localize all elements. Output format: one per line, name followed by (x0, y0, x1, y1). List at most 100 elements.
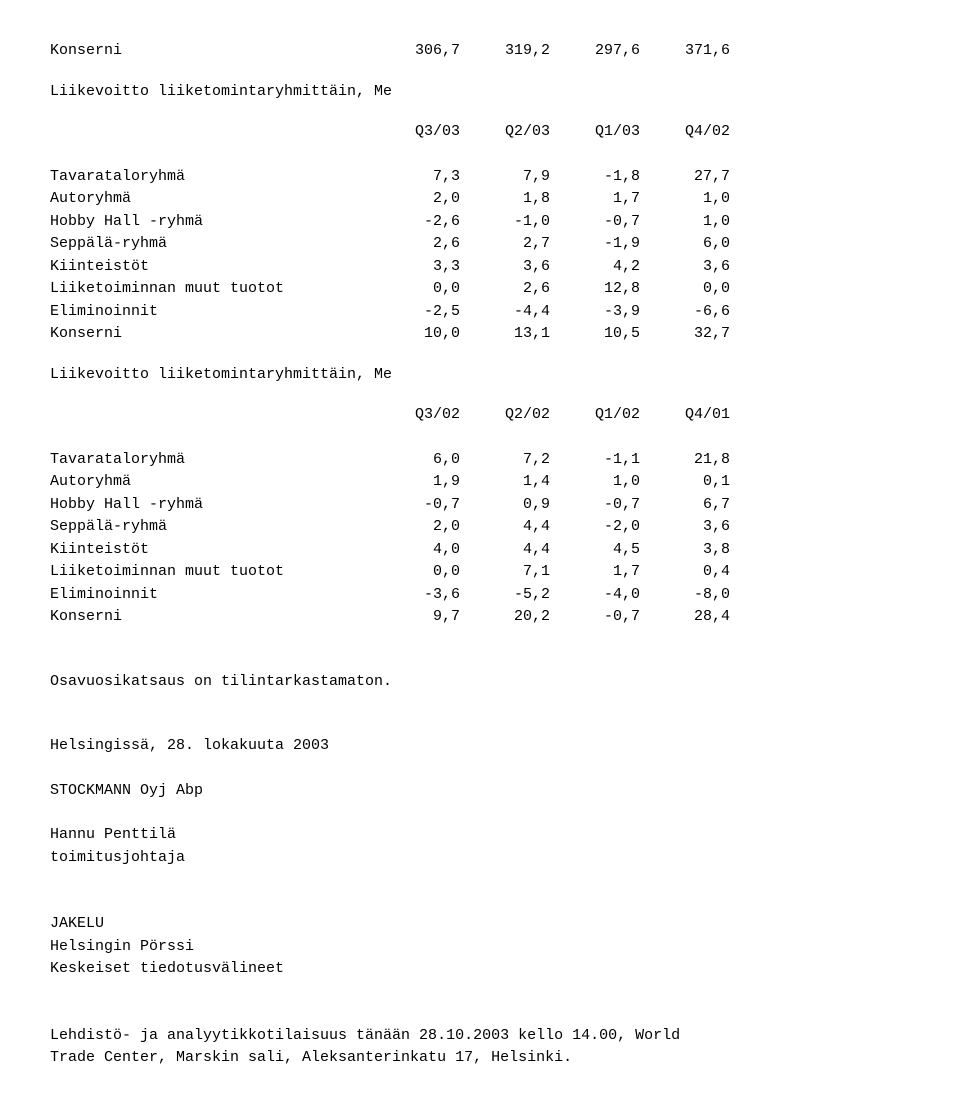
paragraph: JAKELU (50, 913, 910, 936)
paragraph: Osavuosikatsaus on tilintarkastamaton. (50, 671, 910, 694)
table-row: Konserni 306,7 319,2 297,6 371,6 (50, 40, 910, 63)
table-row: Autoryhmä2,01,81,71,0 (50, 188, 910, 211)
table-row: Seppälä-ryhmä2,04,4-2,03,6 (50, 516, 910, 539)
row-label: Tavarataloryhmä (50, 166, 370, 189)
cell: 371,6 (640, 40, 730, 63)
paragraph: toimitusjohtaja (50, 847, 910, 870)
cell: 4,4 (460, 516, 550, 539)
row-label: Konserni (50, 323, 370, 346)
cell: -4,0 (550, 584, 640, 607)
col-header: Q3/02 (370, 404, 460, 427)
cell: 27,7 (640, 166, 730, 189)
cell: 3,6 (640, 516, 730, 539)
cell: 2,7 (460, 233, 550, 256)
cell: 7,2 (460, 449, 550, 472)
col-header: Q2/03 (460, 121, 550, 144)
cell: 1,4 (460, 471, 550, 494)
cell: 6,7 (640, 494, 730, 517)
cell: 1,9 (370, 471, 460, 494)
cell: 1,0 (550, 471, 640, 494)
cell: -0,7 (550, 606, 640, 629)
row-label: Eliminoinnit (50, 584, 370, 607)
cell: -2,5 (370, 301, 460, 324)
cell: -2,0 (550, 516, 640, 539)
table-row: Eliminoinnit-2,5-4,4-3,9-6,6 (50, 301, 910, 324)
cell: -0,7 (550, 494, 640, 517)
cell: 21,8 (640, 449, 730, 472)
cell: 2,6 (460, 278, 550, 301)
row-label: Hobby Hall -ryhmä (50, 211, 370, 234)
paragraph: Keskeiset tiedotusvälineet (50, 958, 910, 981)
section-title: Liikevoitto liiketomintaryhmittäin, Me (50, 364, 910, 387)
row-label (50, 121, 370, 144)
table-row: Liiketoiminnan muut tuotot0,02,612,80,0 (50, 278, 910, 301)
cell: 1,0 (640, 188, 730, 211)
cell: 2,0 (370, 516, 460, 539)
row-label: Eliminoinnit (50, 301, 370, 324)
row-label: Liiketoiminnan muut tuotot (50, 278, 370, 301)
table-row: Seppälä-ryhmä2,62,7-1,96,0 (50, 233, 910, 256)
cell: -0,7 (370, 494, 460, 517)
cell: 10,0 (370, 323, 460, 346)
cell: 10,5 (550, 323, 640, 346)
cell: 1,7 (550, 188, 640, 211)
cell: 12,8 (550, 278, 640, 301)
row-label: Autoryhmä (50, 188, 370, 211)
cell: 0,0 (640, 278, 730, 301)
table-row: Kiinteistöt3,33,64,23,6 (50, 256, 910, 279)
row-label: Konserni (50, 606, 370, 629)
col-header: Q3/03 (370, 121, 460, 144)
col-header: Q1/02 (550, 404, 640, 427)
cell: -0,7 (550, 211, 640, 234)
row-label: Seppälä-ryhmä (50, 233, 370, 256)
cell: -1,1 (550, 449, 640, 472)
row-label: Hobby Hall -ryhmä (50, 494, 370, 517)
cell: 0,4 (640, 561, 730, 584)
paragraph: Helsingissä, 28. lokakuuta 2003 (50, 735, 910, 758)
cell: 0,0 (370, 561, 460, 584)
row-label: Kiinteistöt (50, 539, 370, 562)
paragraph: Helsingin Pörssi (50, 936, 910, 959)
row-label (50, 404, 370, 427)
paragraph: STOCKMANN Oyj Abp (50, 780, 910, 803)
row-label: Tavarataloryhmä (50, 449, 370, 472)
row-label: Autoryhmä (50, 471, 370, 494)
table-row: Hobby Hall -ryhmä-2,6-1,0-0,71,0 (50, 211, 910, 234)
cell: 0,1 (640, 471, 730, 494)
cell: 3,6 (640, 256, 730, 279)
table-row: Konserni10,013,110,532,7 (50, 323, 910, 346)
table-row: Konserni9,720,2-0,728,4 (50, 606, 910, 629)
cell: -6,6 (640, 301, 730, 324)
col-header: Q1/03 (550, 121, 640, 144)
cell: -1,8 (550, 166, 640, 189)
cell: 0,9 (460, 494, 550, 517)
table-row: Eliminoinnit-3,6-5,2-4,0-8,0 (50, 584, 910, 607)
table-row: Hobby Hall -ryhmä-0,70,9-0,76,7 (50, 494, 910, 517)
row-label: Kiinteistöt (50, 256, 370, 279)
cell: -8,0 (640, 584, 730, 607)
row-label: Liiketoiminnan muut tuotot (50, 561, 370, 584)
cell: 4,4 (460, 539, 550, 562)
cell: 0,0 (370, 278, 460, 301)
table-row: Liiketoiminnan muut tuotot0,07,11,70,4 (50, 561, 910, 584)
cell: 306,7 (370, 40, 460, 63)
paragraph: Trade Center, Marskin sali, Aleksanterin… (50, 1047, 910, 1070)
cell: 4,2 (550, 256, 640, 279)
cell: 1,0 (640, 211, 730, 234)
table-header: Q3/02 Q2/02 Q1/02 Q4/01 (50, 404, 910, 427)
cell: 7,1 (460, 561, 550, 584)
paragraph: Lehdistö- ja analyytikkotilaisuus tänään… (50, 1025, 910, 1048)
col-header: Q2/02 (460, 404, 550, 427)
cell: 7,9 (460, 166, 550, 189)
cell: 4,5 (550, 539, 640, 562)
section-title: Liikevoitto liiketomintaryhmittäin, Me (50, 81, 910, 104)
row-label: Konserni (50, 40, 370, 63)
cell: 2,0 (370, 188, 460, 211)
cell: 32,7 (640, 323, 730, 346)
cell: 4,0 (370, 539, 460, 562)
col-header: Q4/02 (640, 121, 730, 144)
paragraph: Hannu Penttilä (50, 824, 910, 847)
cell: -3,6 (370, 584, 460, 607)
table-row: Tavarataloryhmä6,07,2-1,121,8 (50, 449, 910, 472)
cell: 9,7 (370, 606, 460, 629)
